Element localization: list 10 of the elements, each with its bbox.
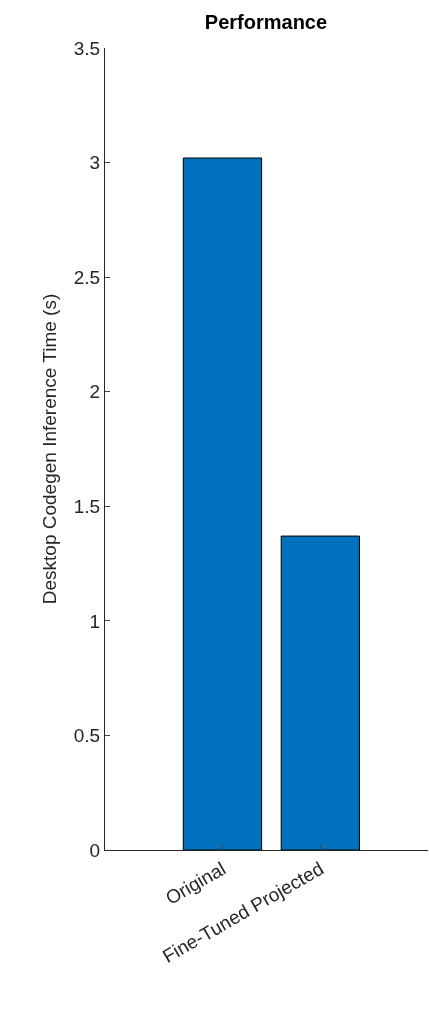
- y-tick-label: 1: [89, 610, 101, 632]
- y-axis-title: Desktop Codegen Inference Time (s): [38, 293, 60, 605]
- y-tick-label: 2: [89, 381, 101, 403]
- y-tick-label: 1.5: [73, 495, 101, 517]
- y-tick-label: 0: [89, 839, 101, 861]
- y-tick-label: 3.5: [73, 37, 101, 59]
- y-tick-label: 0.5: [73, 725, 101, 747]
- y-tick-label: 3: [89, 152, 101, 174]
- chart-title: Performance: [204, 11, 328, 34]
- y-tick-label: 2.5: [73, 266, 101, 288]
